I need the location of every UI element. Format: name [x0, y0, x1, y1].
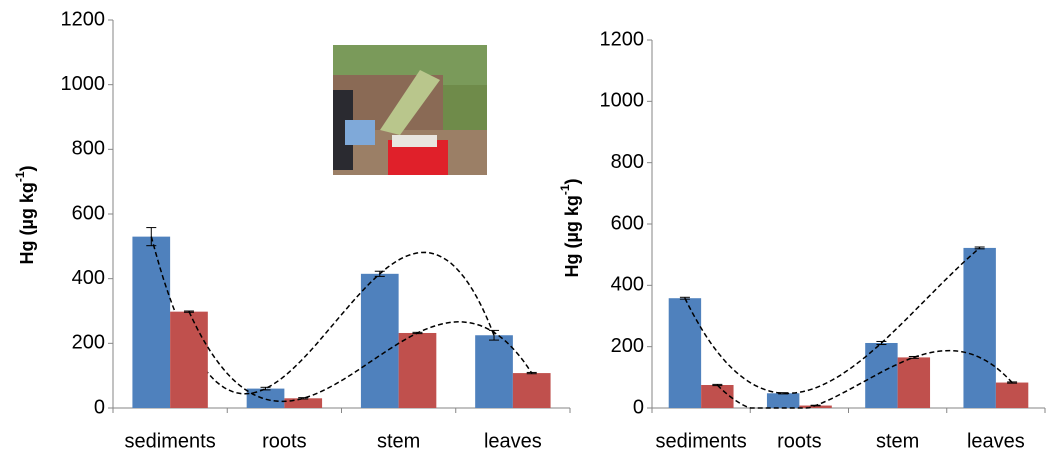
y-axis-label: Hg (µg kg-1)	[13, 165, 37, 264]
bar	[475, 335, 513, 408]
y-tick-label: 800	[611, 151, 644, 173]
x-tick-label: sediments	[125, 430, 216, 452]
y-tick-label: 600	[611, 212, 644, 234]
trend-line	[685, 248, 980, 394]
y-label-text: Hg (µg kg	[17, 182, 37, 264]
bar	[701, 385, 733, 408]
y-tick-label: 1200	[600, 28, 645, 50]
y-tick-label: 200	[611, 335, 644, 357]
y-tick-label: 1200	[61, 8, 106, 30]
y-label-text: Hg (µg kg	[562, 195, 582, 277]
y-label-end: )	[17, 165, 37, 171]
x-tick-label: leaves	[967, 430, 1025, 452]
y-axis-label: Hg (µg kg-1)	[558, 178, 582, 277]
bar	[996, 383, 1028, 408]
chart-area: 0 200 400 600 800 1000 1200 sediments roots stem l…	[0, 0, 1051, 459]
y-tick-label: 200	[72, 332, 105, 354]
y-tick-label: 0	[633, 396, 644, 418]
y-label-sup: -1	[558, 184, 572, 195]
bar	[170, 312, 208, 408]
bar	[963, 248, 995, 408]
x-tick-label: sediments	[656, 430, 747, 452]
y-tick-label: 1000	[61, 73, 106, 95]
y-tick-label: 1000	[600, 90, 645, 112]
bar	[361, 274, 399, 408]
y-tick-label: 0	[94, 396, 105, 418]
x-tick-label: leaves	[484, 430, 542, 452]
bar	[767, 393, 799, 408]
x-tick-label: stem	[377, 430, 420, 452]
y-tick-label: 400	[72, 267, 105, 289]
y-tick-label: 800	[72, 138, 105, 160]
bar	[132, 237, 170, 408]
bar	[898, 357, 930, 408]
bar	[669, 298, 701, 408]
photo	[333, 45, 487, 175]
x-tick-label: roots	[262, 430, 306, 452]
bar	[399, 333, 437, 408]
x-tick-label: stem	[876, 430, 919, 452]
y-tick-label: 600	[72, 202, 105, 224]
bar	[513, 373, 551, 408]
x-tick-label: roots	[777, 430, 821, 452]
y-label-end: )	[562, 178, 582, 184]
y-tick-label: 400	[611, 274, 644, 296]
y-label-sup: -1	[13, 171, 27, 182]
bar	[247, 389, 285, 408]
bar	[284, 398, 322, 408]
